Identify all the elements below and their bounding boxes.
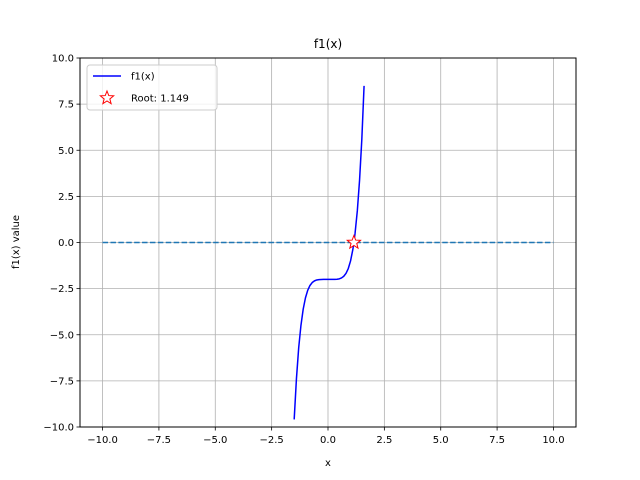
root-marker	[345, 234, 362, 250]
y-tick-label: −7.5	[50, 376, 74, 387]
x-tick-label: 10.0	[542, 435, 564, 446]
y-axis-label: f1(x) value	[11, 215, 22, 269]
y-tick-label: −10.0	[43, 423, 74, 434]
x-tick-label: 5.0	[433, 435, 449, 446]
y-tick-label: 2.5	[58, 192, 74, 203]
y-tick-label: −5.0	[50, 330, 74, 341]
legend-label: Root: 1.149	[131, 94, 189, 105]
y-tick-label: 10.0	[52, 54, 74, 65]
x-tick-label: −10.0	[87, 435, 118, 446]
y-axis: −10.0 −7.5 −5.0 −2.5 0.0 2.5 5.0 7.5 10.0	[43, 54, 80, 434]
x-tick-label: −5.0	[203, 435, 227, 446]
legend-star-swatch	[99, 89, 115, 105]
plot-area	[79, 57, 577, 428]
x-tick-label: −7.5	[147, 435, 171, 446]
chart-title: f1(x)	[314, 37, 342, 51]
grid	[80, 57, 576, 428]
y-tick-label: 7.5	[58, 100, 74, 111]
x-tick-label: 2.5	[376, 435, 392, 446]
y-tick-label: −2.5	[50, 284, 74, 295]
legend: f1(x) Root: 1.149	[86, 64, 218, 111]
y-tick-label: 5.0	[58, 146, 74, 157]
x-tick-label: 0.0	[320, 435, 336, 446]
x-tick-label: 7.5	[489, 435, 505, 446]
x-tick-label: −2.5	[259, 435, 283, 446]
marker-layer	[345, 234, 362, 250]
x-axis-label: x	[325, 458, 331, 469]
y-tick-label: 0.0	[58, 238, 74, 249]
legend-label: f1(x)	[131, 72, 155, 83]
x-axis: −10.0 −7.5 −5.0 −2.5 0.0 2.5 5.0 7.5 10.0	[87, 427, 565, 446]
